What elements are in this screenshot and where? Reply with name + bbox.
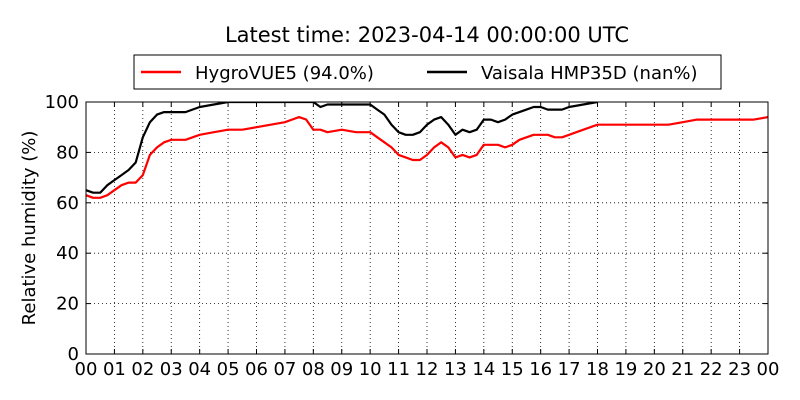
y-tick-label: 0 [68, 344, 79, 365]
y-tick-label: 100 [45, 92, 79, 113]
x-tick-label: 16 [529, 359, 552, 380]
x-tick-label: 07 [273, 359, 296, 380]
y-tick-label: 40 [56, 243, 79, 264]
x-tick-label: 03 [160, 359, 183, 380]
x-tick-label: 14 [472, 359, 495, 380]
x-tick-label: 17 [558, 359, 581, 380]
x-tick-label: 08 [302, 359, 325, 380]
x-tick-label: 15 [501, 359, 524, 380]
x-tick-label: 22 [700, 359, 723, 380]
x-tick-label: 12 [416, 359, 439, 380]
x-tick-label: 04 [188, 359, 211, 380]
chart-title: Latest time: 2023-04-14 00:00:00 UTC [225, 23, 629, 47]
x-tick-label: 00 [75, 359, 98, 380]
x-tick-label: 20 [643, 359, 666, 380]
legend-label-vaisala: Vaisala HMP35D (nan%) [481, 63, 698, 84]
legend-label-hygrovue5: HygroVUE5 (94.0%) [195, 63, 374, 84]
y-axis-label: Relative humidity (%) [19, 131, 40, 326]
y-tick-label: 80 [56, 142, 79, 163]
series-line-hygrovue5 [86, 115, 768, 199]
grid [86, 102, 768, 354]
x-tick-label: 05 [217, 359, 240, 380]
x-tick-label: 01 [103, 359, 126, 380]
x-tick-label: 06 [245, 359, 268, 380]
series-layer [86, 102, 768, 199]
x-tick-label: 02 [131, 359, 154, 380]
legend: HygroVUE5 (94.0%) Vaisala HMP35D (nan%) [133, 54, 722, 90]
x-tick-label: 13 [444, 359, 467, 380]
x-tick-label: 00 [757, 359, 780, 380]
x-tick-label: 09 [330, 359, 353, 380]
x-tick-label: 10 [359, 359, 382, 380]
x-tick-label: 21 [671, 359, 694, 380]
series-line-vaisala [86, 102, 598, 194]
x-tick-label: 23 [728, 359, 751, 380]
x-tick-label: 18 [586, 359, 609, 380]
ticks: 00 01 02 03 04 05 06 07 08 09 10 11 12 13 14 15 16 17 18 19… [45, 92, 780, 380]
y-tick-label: 20 [56, 294, 79, 315]
x-tick-label: 11 [387, 359, 410, 380]
y-tick-label: 60 [56, 193, 79, 214]
x-tick-label: 19 [614, 359, 637, 380]
